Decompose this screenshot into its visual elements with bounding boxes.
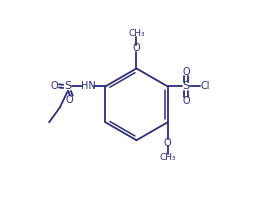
- Text: HN: HN: [81, 81, 96, 91]
- Text: O: O: [164, 138, 171, 148]
- Text: O: O: [66, 95, 73, 105]
- Text: S: S: [182, 81, 189, 91]
- Text: S: S: [64, 81, 71, 91]
- Text: O: O: [51, 81, 58, 91]
- Text: O: O: [133, 43, 140, 53]
- Text: O: O: [182, 96, 190, 106]
- Text: CH₃: CH₃: [128, 29, 145, 38]
- Text: CH₃: CH₃: [159, 153, 176, 162]
- Text: Cl: Cl: [200, 81, 210, 91]
- Text: O: O: [182, 67, 190, 77]
